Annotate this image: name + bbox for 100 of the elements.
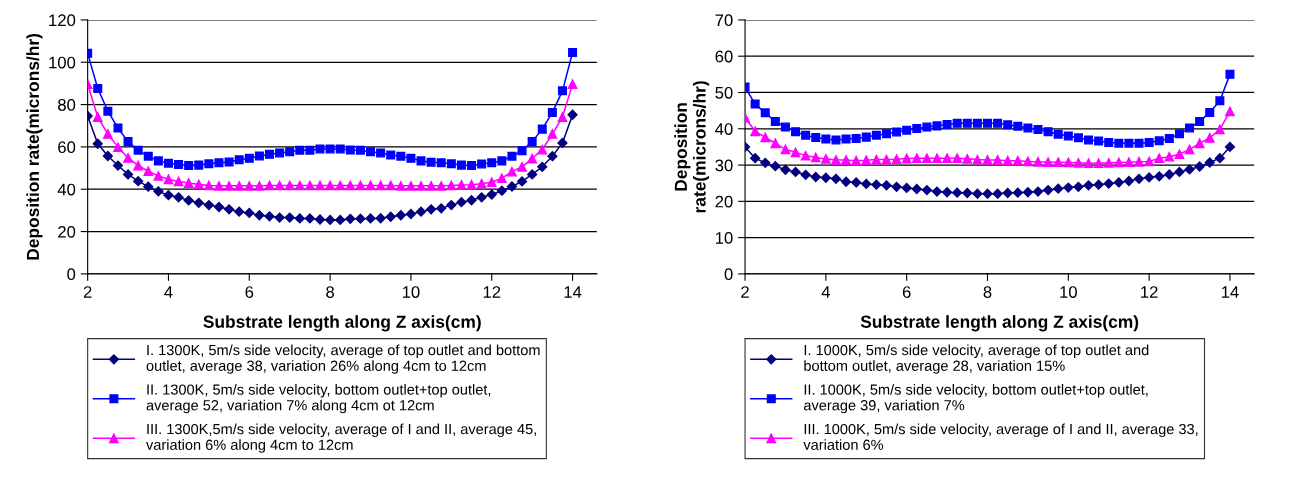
point [92, 138, 103, 149]
point [1012, 187, 1023, 198]
point [416, 180, 426, 191]
point [557, 112, 568, 122]
point [366, 147, 376, 157]
point [305, 180, 315, 191]
point [1154, 153, 1165, 164]
x-axis-title: Substrate length along Z axis(cm) [860, 315, 1139, 332]
point [881, 129, 891, 139]
x-tick-label: 12 [483, 286, 501, 298]
point [942, 119, 952, 129]
point [436, 203, 447, 214]
point [527, 169, 538, 180]
point [800, 150, 811, 161]
point [1144, 138, 1154, 148]
point [932, 121, 942, 131]
point [365, 213, 376, 224]
point [568, 47, 578, 58]
point [1224, 141, 1236, 153]
point [993, 118, 1003, 128]
point [1174, 166, 1185, 178]
x-tick-label: 14 [1221, 286, 1239, 298]
point [214, 158, 224, 168]
point [274, 180, 285, 191]
x-tick-label: 2 [741, 286, 749, 298]
point [244, 153, 254, 163]
y-tick-label: 40 [57, 183, 76, 196]
y-axis-title: Deposition rate(microns/hr) [26, 33, 43, 260]
point [871, 154, 882, 165]
point [325, 144, 335, 154]
point [1204, 157, 1215, 168]
point [1124, 138, 1134, 148]
point [1214, 153, 1225, 164]
point [962, 154, 973, 164]
point [386, 150, 396, 160]
point [153, 171, 164, 181]
point [92, 112, 103, 122]
point [770, 161, 781, 172]
point [264, 180, 275, 191]
point [941, 187, 953, 198]
point [992, 188, 1003, 199]
point [275, 148, 285, 158]
point [811, 132, 821, 142]
point [345, 180, 356, 191]
x-tick-label: 10 [1060, 286, 1077, 298]
point [254, 180, 265, 191]
point [284, 180, 295, 191]
point [376, 148, 386, 158]
point [426, 204, 437, 215]
point [1124, 157, 1134, 168]
point [173, 176, 184, 187]
point [780, 164, 791, 175]
point [1195, 116, 1205, 127]
y-tick-label: 0 [67, 268, 76, 281]
x-tick-label: 6 [902, 286, 911, 298]
y-tick-label: 70 [715, 14, 733, 27]
point [1093, 158, 1104, 169]
point [183, 195, 194, 206]
point [527, 137, 537, 147]
point [122, 169, 134, 180]
point [294, 213, 305, 224]
point [821, 134, 831, 144]
point [446, 180, 457, 191]
point [1225, 69, 1235, 79]
point [143, 151, 153, 161]
point [871, 130, 881, 140]
point [942, 153, 952, 164]
point [851, 134, 861, 144]
point [487, 158, 497, 168]
point [183, 178, 194, 188]
point [426, 157, 436, 167]
point [1063, 131, 1073, 141]
point [476, 192, 487, 203]
point [881, 180, 892, 191]
point [760, 157, 771, 168]
point [760, 132, 771, 143]
point [204, 180, 214, 191]
y-tick-label: 80 [58, 98, 76, 111]
point [204, 159, 214, 169]
point [466, 195, 477, 206]
point [1103, 158, 1114, 168]
point [1043, 157, 1053, 168]
point [1123, 175, 1135, 187]
point [395, 180, 406, 191]
point [1073, 158, 1084, 168]
point [224, 157, 234, 167]
point [1033, 156, 1043, 167]
point [1154, 136, 1164, 146]
y-tick-label: 60 [715, 50, 733, 63]
point [113, 142, 123, 152]
point [1073, 181, 1084, 192]
point [264, 149, 275, 159]
y-tick-label: 40 [715, 123, 733, 135]
point [891, 181, 902, 192]
point [214, 180, 224, 191]
point [841, 134, 851, 144]
point [851, 155, 862, 166]
point [496, 173, 507, 184]
point [284, 212, 295, 223]
point [1063, 157, 1074, 168]
